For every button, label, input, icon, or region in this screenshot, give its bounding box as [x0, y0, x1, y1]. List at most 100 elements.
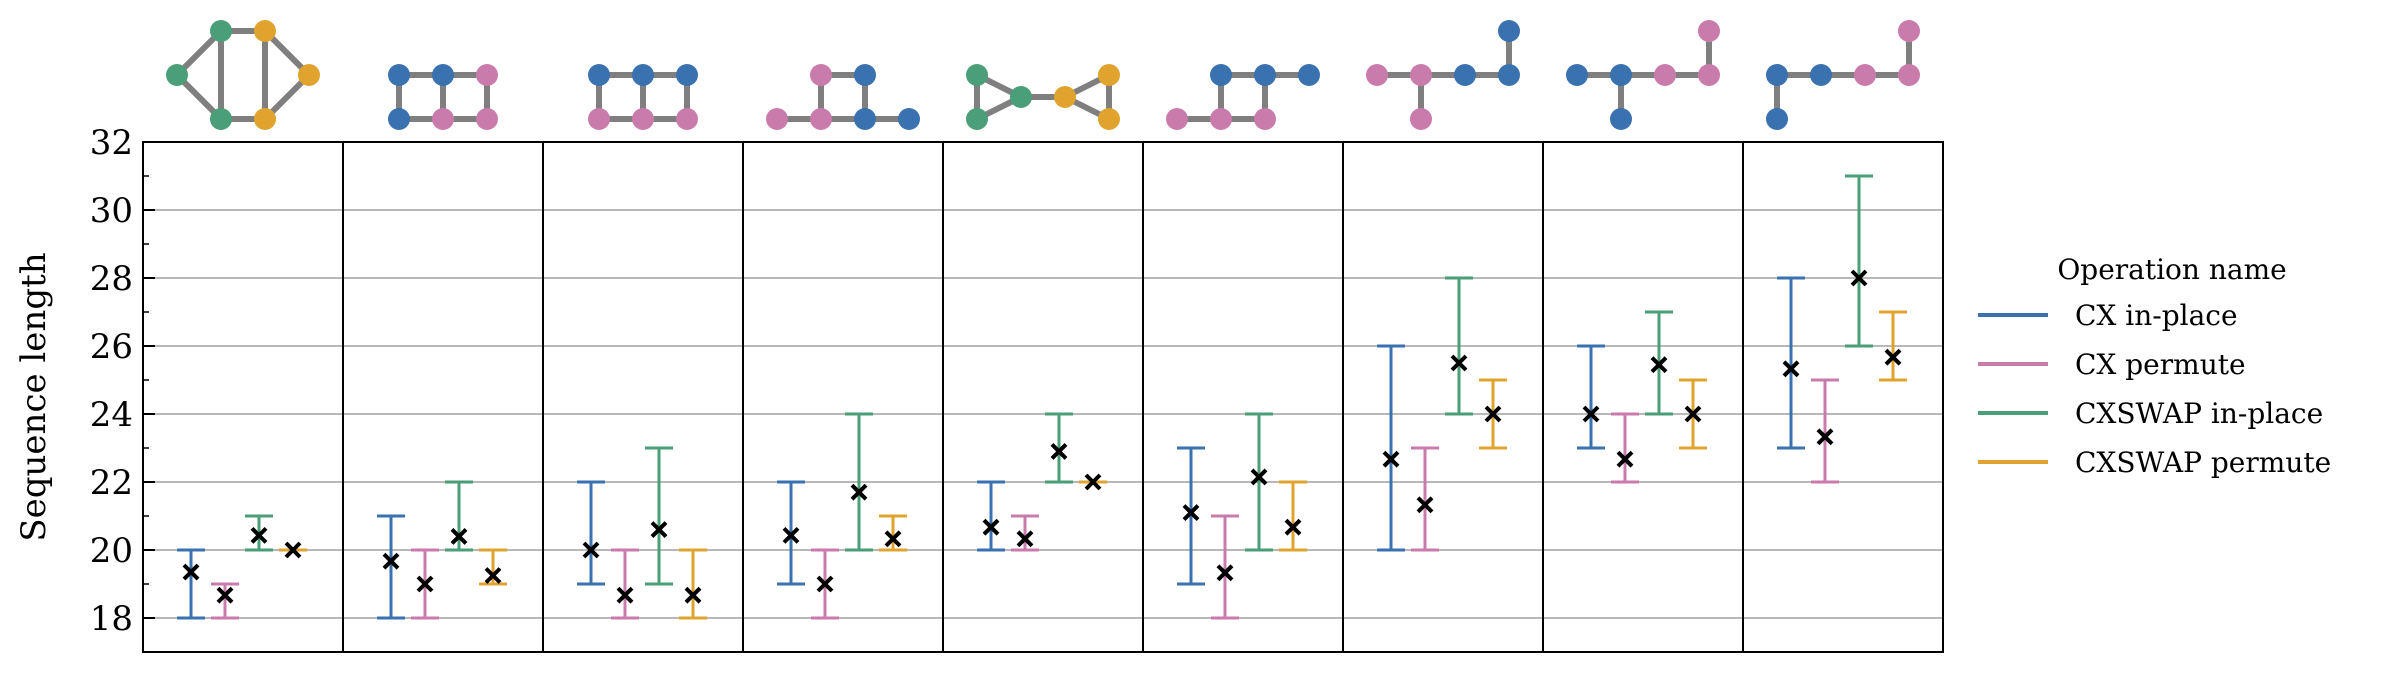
errorbar-cx-permute [611, 548, 639, 620]
topology-node [1098, 64, 1120, 86]
mean-marker [450, 527, 468, 545]
errorbar-cx-in-place [1577, 344, 1605, 450]
y-axis: 18 20 22 24 26 28 30 32 [90, 123, 155, 653]
topology-node [588, 108, 610, 130]
errorbar-cxswap-permute [1079, 473, 1107, 491]
mean-marker [1782, 360, 1800, 378]
topology-node [388, 108, 410, 130]
legend-title: Operation name [2057, 253, 2286, 286]
errorbar-cxswap-in-place [245, 514, 273, 552]
errorbar-cxswap-in-place [445, 480, 473, 552]
topology-node [1298, 64, 1320, 86]
errorbar-cxswap-in-place [1845, 174, 1873, 348]
mean-marker [1816, 428, 1834, 446]
errorbar-cxswap-in-place [845, 412, 873, 552]
topology-node [898, 108, 920, 130]
mean-marker [616, 586, 634, 604]
topology-node [1254, 64, 1276, 86]
mean-marker [850, 483, 868, 501]
topology-node [854, 64, 876, 86]
errorbar-cxswap-in-place [1445, 276, 1473, 416]
topology-node [1366, 64, 1388, 86]
topology-node [588, 64, 610, 86]
topology-node [1498, 20, 1520, 42]
topology-icon [166, 20, 320, 130]
legend-entry: CX in-place [1978, 299, 2238, 332]
topology-node [1254, 108, 1276, 130]
errorbar-cxswap-permute [479, 548, 507, 586]
errorbar-cxswap-in-place [1245, 412, 1273, 552]
errorbar-cxswap-in-place [645, 446, 673, 586]
errorbar-cx-in-place [977, 480, 1005, 552]
errorbar-cx-in-place [577, 480, 605, 586]
topology-node [1454, 64, 1476, 86]
errorbar-cx-permute [1611, 412, 1639, 484]
topology-node [1610, 108, 1632, 130]
mean-marker [1216, 564, 1234, 582]
errorbar-cx-permute [1011, 514, 1039, 552]
legend: Operation name CX in-place CX permute CXSW… [1978, 253, 2331, 479]
topology-node [766, 108, 788, 130]
mean-marker [1182, 504, 1200, 522]
errorbar-cx-permute [411, 548, 439, 620]
mean-marker [1284, 518, 1302, 536]
y-tick-label: 32 [90, 123, 133, 163]
errorbar-cx-permute [211, 582, 239, 620]
mean-marker [1050, 442, 1068, 460]
errorbar-cxswap-permute [679, 548, 707, 620]
errorbar-cx-in-place [1377, 344, 1405, 552]
topology-node [1766, 64, 1788, 86]
mean-marker [382, 552, 400, 570]
topology-node [1898, 20, 1920, 42]
topology-node [632, 108, 654, 130]
mean-marker [1884, 348, 1902, 366]
topology-icon [966, 64, 1120, 130]
topology-node [210, 20, 232, 42]
errorbar-cxswap-permute [1679, 378, 1707, 450]
y-tick-label: 20 [90, 531, 133, 571]
errorbar-cx-in-place [377, 514, 405, 620]
topology-node [1566, 64, 1588, 86]
mean-marker [1484, 405, 1502, 423]
topology-node [1010, 86, 1032, 108]
topology-node [676, 64, 698, 86]
errorbar-cxswap-in-place [1645, 310, 1673, 416]
topology-node [1498, 64, 1520, 86]
topology-node [1210, 64, 1232, 86]
mean-marker [782, 526, 800, 544]
errorbar-cx-permute [811, 548, 839, 620]
topology-node [210, 108, 232, 130]
panel-separators [342, 142, 1744, 652]
errorbar-cxswap-in-place [1045, 412, 1073, 484]
y-tick-label: 24 [90, 395, 133, 435]
errorbar-cx-in-place [777, 480, 805, 586]
topology-node [1654, 64, 1676, 86]
mean-marker [1450, 354, 1468, 372]
topology-node [298, 64, 320, 86]
error-bars [177, 174, 1907, 620]
errorbar-cx-in-place [177, 548, 205, 620]
topology-node [1098, 108, 1120, 130]
mean-marker [1250, 468, 1268, 486]
legend-entry: CXSWAP in-place [1978, 397, 2323, 430]
topology-node [1054, 86, 1076, 108]
mean-marker [1850, 269, 1868, 287]
mean-marker [250, 526, 268, 544]
topology-node [1810, 64, 1832, 86]
topology-node [1898, 64, 1920, 86]
topology-node [810, 64, 832, 86]
legend-label: CXSWAP permute [2075, 446, 2331, 479]
mean-marker [1016, 530, 1034, 548]
y-tick-label: 28 [90, 259, 133, 299]
topology-node [1166, 108, 1188, 130]
topology-node [1854, 64, 1876, 86]
mean-marker [884, 530, 902, 548]
mean-marker [1616, 450, 1634, 468]
topology-node [1698, 20, 1720, 42]
topology-icons [166, 20, 1920, 130]
errorbar-cx-permute [1211, 514, 1239, 620]
topology-icon [588, 64, 698, 130]
mean-marker [416, 575, 434, 593]
topology-node [432, 108, 454, 130]
legend-label: CX permute [2075, 348, 2246, 381]
